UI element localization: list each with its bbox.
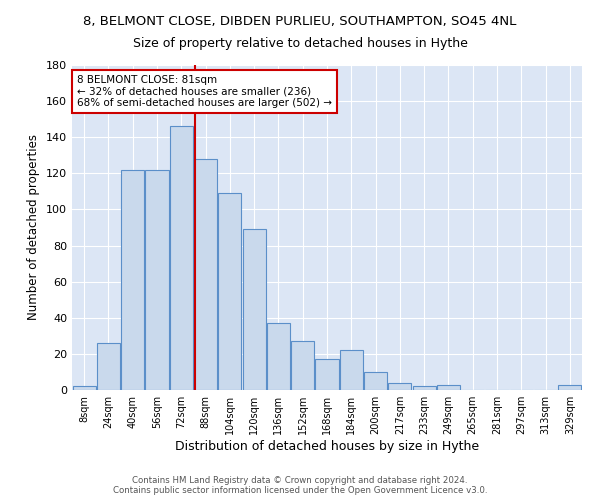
Bar — [559, 384, 581, 390]
Bar — [291, 341, 314, 390]
Y-axis label: Number of detached properties: Number of detached properties — [28, 134, 40, 320]
Bar — [218, 193, 241, 390]
Text: 8 BELMONT CLOSE: 81sqm
← 32% of detached houses are smaller (236)
68% of semi-de: 8 BELMONT CLOSE: 81sqm ← 32% of detached… — [77, 74, 332, 108]
Bar — [364, 372, 387, 390]
Bar — [242, 230, 266, 390]
Bar — [267, 323, 290, 390]
Text: Contains HM Land Registry data © Crown copyright and database right 2024.
Contai: Contains HM Land Registry data © Crown c… — [113, 476, 487, 495]
Bar — [73, 386, 95, 390]
Bar — [388, 383, 412, 390]
Bar — [194, 159, 217, 390]
Bar — [340, 350, 363, 390]
Bar — [413, 386, 436, 390]
Text: 8, BELMONT CLOSE, DIBDEN PURLIEU, SOUTHAMPTON, SO45 4NL: 8, BELMONT CLOSE, DIBDEN PURLIEU, SOUTHA… — [83, 15, 517, 28]
Bar — [170, 126, 193, 390]
Bar — [145, 170, 169, 390]
Bar — [97, 343, 120, 390]
Bar — [437, 384, 460, 390]
Text: Size of property relative to detached houses in Hythe: Size of property relative to detached ho… — [133, 38, 467, 51]
Bar — [316, 360, 338, 390]
X-axis label: Distribution of detached houses by size in Hythe: Distribution of detached houses by size … — [175, 440, 479, 453]
Bar — [121, 170, 144, 390]
